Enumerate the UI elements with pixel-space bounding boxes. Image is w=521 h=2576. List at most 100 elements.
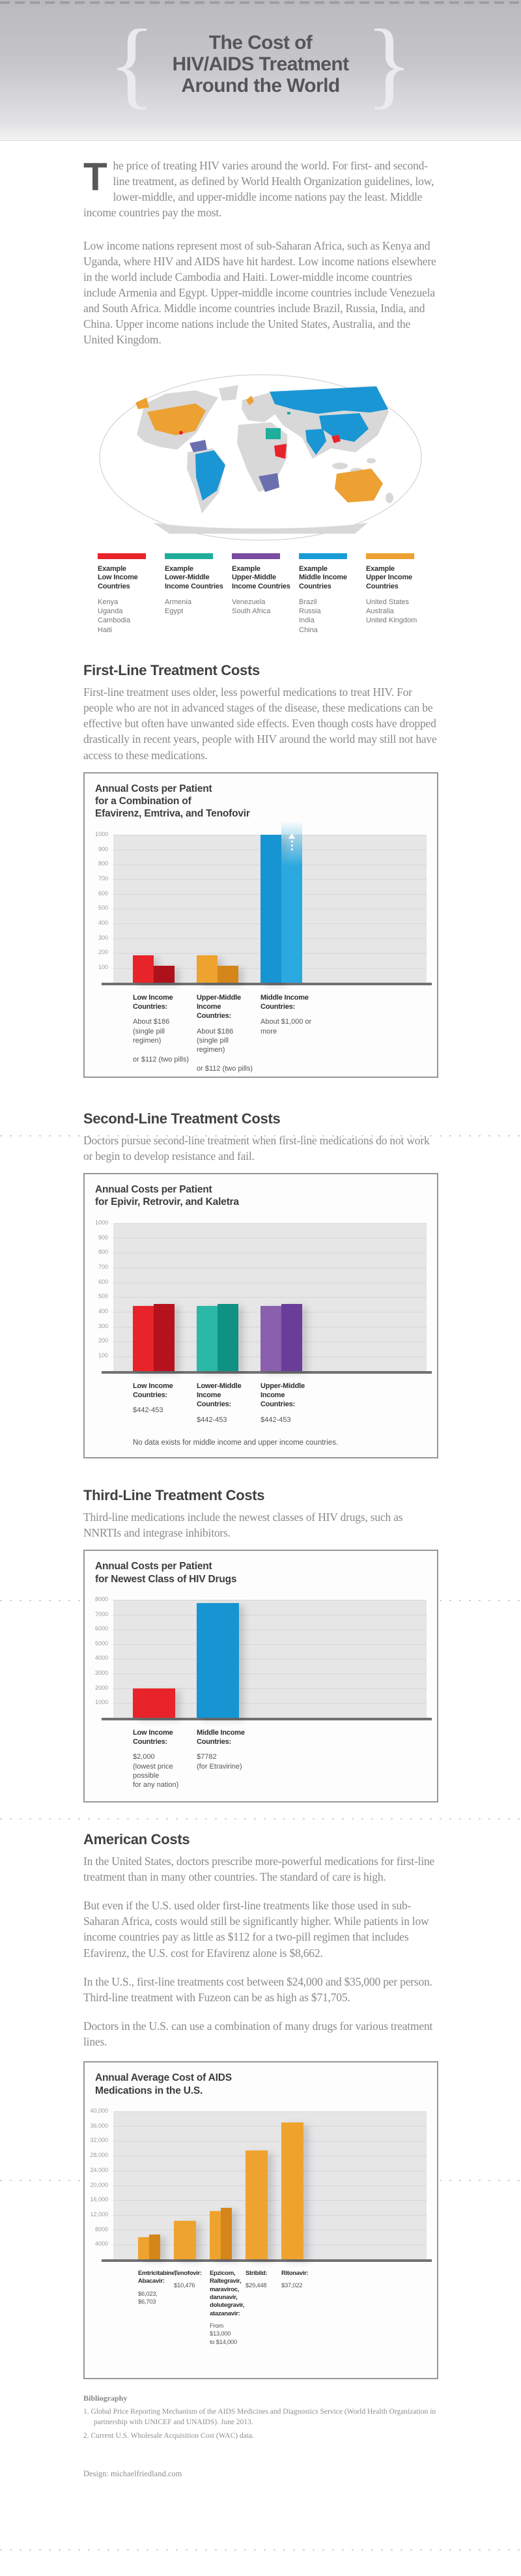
legend-swatch-lower-middle <box>165 553 213 559</box>
y-tick-label: 100 <box>98 964 108 971</box>
section-body-first-line: First-line treatment uses older, less po… <box>83 685 437 762</box>
bar <box>281 2122 303 2260</box>
y-tick-label: 8000 <box>94 2225 108 2233</box>
y-tick-label: 700 <box>98 1263 108 1270</box>
bar-group-value: $442-453 <box>260 1415 291 1424</box>
map-russia <box>270 386 388 414</box>
bar <box>260 834 281 983</box>
bar-group-value: $29,448 <box>246 2282 267 2290</box>
bar-group-name: Middle Income Countries: <box>260 993 309 1011</box>
y-tick-label: 900 <box>98 845 108 852</box>
y-tick-label: 500 <box>98 904 108 912</box>
bar-group-name: Upper-Middle Income Countries: <box>197 993 241 1020</box>
chart-group-labels: Emtricitabine, Abacavir: $6,023, $6,703 Te… <box>113 2270 427 2367</box>
legend-item-upper: Example Upper Income Countries United St… <box>366 553 427 635</box>
world-map <box>98 373 423 545</box>
legend-title: Example Middle Income Countries <box>299 564 347 591</box>
bar <box>281 821 302 983</box>
page-title-line-1: The Cost of <box>208 31 313 53</box>
bar-group-name: Epzicom, Raltegravir, maraviroc, darunav… <box>210 2270 245 2317</box>
section-heading-american: American Costs <box>83 1831 190 1847</box>
american-paragraph-3: In the U.S., first-line treatments cost … <box>83 1975 432 2004</box>
chart-y-axis: 1000 2000 3000 4000 5000 6000 7000 8000 <box>94 1596 111 1718</box>
chart-baseline <box>102 1370 432 1374</box>
chart-title: Annual Costs per Patient for Epivir, Ret… <box>95 1184 239 1208</box>
map-usa-alaska <box>135 397 149 409</box>
map-south-africa <box>259 472 279 492</box>
legend-countries: Armenia Egypt <box>165 598 191 616</box>
bar-group-name: Stribild: <box>246 2270 268 2278</box>
chart-y-axis: 100 200 300 400 500 600 700 800 900 1000 <box>95 831 111 983</box>
y-tick-label: 200 <box>98 1337 108 1344</box>
chart-baseline <box>102 982 432 985</box>
american-paragraph-4: Doctors in the U.S. can use a combinatio… <box>83 2019 433 2049</box>
bar <box>221 2207 232 2260</box>
bar <box>154 1304 175 1371</box>
bibliography-heading: Bibliography <box>83 2394 128 2403</box>
dotted-divider <box>0 1135 521 1136</box>
page-title: The Cost of HIV/AIDS Treatment Around th… <box>173 31 350 96</box>
map-egypt <box>266 427 281 439</box>
dotted-divider <box>0 1818 521 1819</box>
chart-group-labels: Low Income Countries: $442-453 Lower-Middl… <box>113 1382 427 1428</box>
brace-right-icon: } <box>365 10 413 118</box>
design-credit: Design: michaelfriedland.com <box>83 2468 182 2478</box>
bar-group-value: $7782 (for Etravirine) <box>197 1753 242 1771</box>
chart-title: Annual Costs per Patient for a Combinati… <box>95 783 250 820</box>
chart-plot-area <box>102 1599 432 1720</box>
bar-group-name: Upper-Middle Income Countries: <box>260 1382 305 1409</box>
bar-group-name: Tenofovir: <box>174 2270 202 2278</box>
y-tick-label: 700 <box>98 875 108 882</box>
chart-plot-area <box>102 1223 432 1374</box>
y-tick-label: 6000 <box>94 1625 108 1632</box>
chart-title: Annual Costs per Patient for Newest Clas… <box>95 1561 237 1585</box>
section-heading-second-line: Second-Line Treatment Costs <box>83 1110 281 1127</box>
bar <box>218 1304 238 1371</box>
y-tick-label: 300 <box>98 934 108 941</box>
section-body-third-line: Third-line medications include the newes… <box>83 1510 403 1539</box>
map-kenya-uganda <box>274 443 287 459</box>
bar-group-value: About $186 (single pill regimen) or $112… <box>197 1027 253 1073</box>
bar-group-label: Low Income Countries: About $186 (single … <box>133 993 193 1064</box>
bar-group-label: Lower-Middle Income Countries: $442-453 <box>197 1382 257 1425</box>
legend-title: Example Upper Income Countries <box>366 564 412 591</box>
map-usa <box>147 403 206 435</box>
y-tick-label: 100 <box>98 1352 108 1359</box>
chart-group-labels: Low Income Countries: About $186 (single … <box>113 993 427 1073</box>
page-title-line-3: Around the World <box>181 74 340 96</box>
up-arrow-icon <box>289 830 295 839</box>
map-venezuela <box>190 439 207 452</box>
bibliography-item-1: 1. Global Price Reporting Mechanism of t… <box>83 2408 436 2426</box>
bar-group-label: Middle Income Countries: $7782 (for Etrav… <box>197 1728 257 1771</box>
chart-baseline <box>102 2259 432 2263</box>
bar <box>218 966 238 983</box>
y-tick-label: 16,000 <box>90 2196 108 2203</box>
bar-group-label: Stribild: $29,448 <box>246 2270 277 2291</box>
legend-title: Example Lower-Middle Income Countries <box>165 564 223 591</box>
bar-group-name: Lower-Middle Income Countries: <box>197 1382 242 1409</box>
bar-group-label: Middle Income Countries: About $1,000 or … <box>260 993 320 1036</box>
bar <box>197 1305 218 1371</box>
bar-group-value: $6,023, $6,703 <box>138 2290 158 2306</box>
bar <box>133 955 154 983</box>
chart-card-second-line: Annual Costs per Patient for Epivir, Ret… <box>83 1173 438 1458</box>
chart-plot-area <box>102 2111 432 2263</box>
y-tick-label: 1000 <box>94 1219 108 1226</box>
bar <box>246 2150 268 2260</box>
y-tick-label: 2000 <box>94 1684 108 1691</box>
chart-plot-area <box>102 821 432 985</box>
legend-item-upper-middle: Example Upper-Middle Income Countries Ve… <box>232 553 292 635</box>
chart-y-axis: 4000 8000 12,000 16,000 20,000 24,000 28,000 32… <box>90 2107 111 2259</box>
y-tick-label: 800 <box>98 860 108 867</box>
map-armenia <box>287 411 290 414</box>
y-tick-label: 900 <box>98 1234 108 1241</box>
map-cambodia <box>331 434 341 443</box>
bar-group-value: About $1,000 or more <box>260 1018 312 1035</box>
bar-group-label: Upper-Middle Income Countries: About $186… <box>197 993 257 1073</box>
drop-cap: T <box>83 155 107 199</box>
y-tick-label: 40,000 <box>90 2107 108 2115</box>
chart-y-axis: 100 200 300 400 500 600 700 800 900 1000 <box>95 1219 111 1371</box>
y-tick-label: 8000 <box>94 1595 108 1602</box>
bar-group-label: Upper-Middle Income Countries: $442-453 <box>260 1382 320 1425</box>
